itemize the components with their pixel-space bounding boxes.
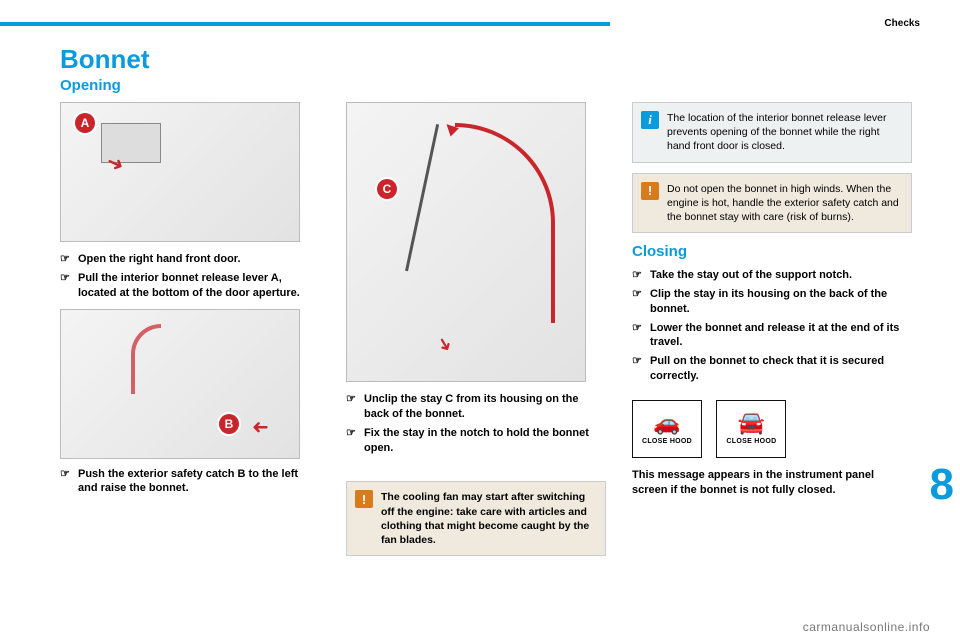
warning-icon: ! — [355, 490, 373, 508]
pictogram-row: 🚗 CLOSE HOOD 🚘 CLOSE HOOD — [632, 400, 912, 458]
step: Pull the interior bonnet release lever A… — [60, 271, 320, 301]
lift-motion-icon — [131, 324, 161, 394]
step: Lower the bonnet and release it at the e… — [632, 321, 912, 351]
closing-steps: Take the stay out of the support notch. … — [632, 268, 912, 384]
steps-a: Open the right hand front door. Pull the… — [60, 252, 320, 301]
pictogram-label: CLOSE HOOD — [726, 438, 776, 445]
closing-heading: Closing — [632, 243, 912, 260]
marker-a: A — [75, 113, 95, 133]
top-rule — [0, 22, 610, 26]
car-open-hood-icon: 🚗 — [653, 412, 680, 434]
warning-text: The cooling fan may start after switchin… — [381, 490, 595, 547]
arrow-icon: ➜ — [432, 333, 458, 357]
column-3: i The location of the interior bonnet re… — [632, 102, 912, 566]
step: Clip the stay in its housing on the back… — [632, 287, 912, 317]
step: Pull on the bonnet to check that it is s… — [632, 354, 912, 384]
step: Unclip the stay C from its housing on th… — [346, 392, 606, 422]
close-hood-pictogram-closed: 🚘 CLOSE HOOD — [716, 400, 786, 458]
warning-fan: ! The cooling fan may start after switch… — [346, 481, 606, 556]
step: Fix the stay in the notch to hold the bo… — [346, 426, 606, 456]
content-columns: A ➜ Open the right hand front door. Pull… — [60, 102, 920, 566]
info-box: i The location of the interior bonnet re… — [632, 102, 912, 163]
opening-heading: Opening — [60, 77, 920, 94]
marker-c: C — [377, 179, 397, 199]
figure-b: B ➜ — [60, 309, 300, 459]
arrow-icon: ➜ — [252, 415, 269, 440]
steps-c: Unclip the stay C from its housing on th… — [346, 392, 606, 455]
section-label: Checks — [884, 18, 920, 29]
manual-page: Checks 8 carmanualsonline.info Bonnet Op… — [0, 0, 960, 640]
info-text: The location of the interior bonnet rele… — [667, 111, 901, 154]
figure-a: A ➜ — [60, 102, 300, 242]
column-2: C ▲ ➜ Unclip the stay C from its housing… — [346, 102, 606, 566]
closing-note: This message appears in the instrument p… — [632, 468, 912, 498]
stay-rod — [405, 124, 439, 271]
steps-b: Push the exterior safety catch B to the … — [60, 467, 320, 497]
warning-wind: ! Do not open the bonnet in high winds. … — [632, 173, 912, 234]
step: Take the stay out of the support notch. — [632, 268, 912, 283]
warning-icon: ! — [641, 182, 659, 200]
warning-text: Do not open the bonnet in high winds. Wh… — [667, 182, 901, 225]
page-title: Bonnet — [60, 44, 920, 75]
chapter-number: 8 — [930, 460, 954, 510]
pictogram-label: CLOSE HOOD — [642, 438, 692, 445]
watermark: carmanualsonline.info — [803, 620, 930, 634]
closing-section: Closing Take the stay out of the support… — [632, 243, 912, 498]
close-hood-pictogram-open: 🚗 CLOSE HOOD — [632, 400, 702, 458]
figure-c: C ▲ ➜ — [346, 102, 586, 382]
marker-b: B — [219, 414, 239, 434]
column-1: A ➜ Open the right hand front door. Pull… — [60, 102, 320, 566]
step: Open the right hand front door. — [60, 252, 320, 267]
step: Push the exterior safety catch B to the … — [60, 467, 320, 497]
info-icon: i — [641, 111, 659, 129]
car-icon: 🚘 — [738, 412, 765, 434]
swing-arc-icon — [455, 123, 555, 323]
